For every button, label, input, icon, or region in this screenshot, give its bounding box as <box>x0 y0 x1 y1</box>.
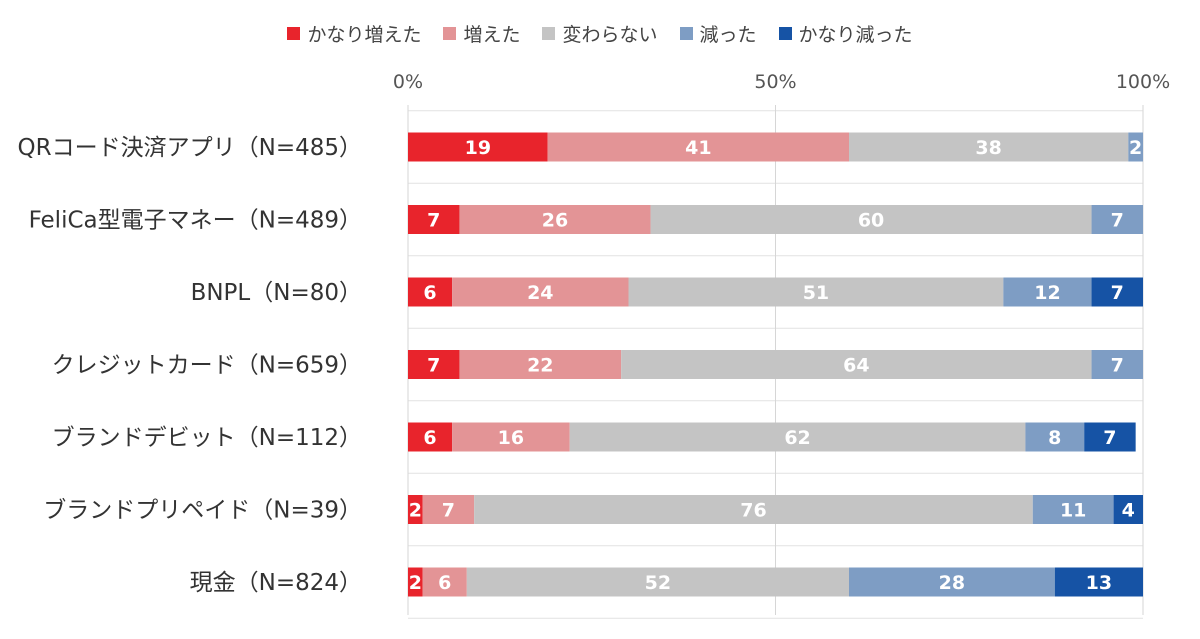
data-label: 4 <box>1122 500 1135 522</box>
bar-segment <box>849 132 1129 162</box>
data-label: 7 <box>427 355 440 377</box>
bar-segment <box>1032 495 1114 524</box>
data-label: 60 <box>858 210 884 232</box>
data-label: 2 <box>409 500 422 522</box>
bar-segment <box>1091 350 1143 379</box>
data-label: 7 <box>427 210 440 232</box>
bar-segment <box>459 350 622 379</box>
data-label: 13 <box>1086 572 1112 594</box>
bar-segment <box>547 132 849 162</box>
data-label: 7 <box>1111 282 1124 304</box>
legend-label: 減った <box>699 23 757 46</box>
bar-segment <box>466 567 849 597</box>
legend-swatch <box>287 26 301 40</box>
bar-segment <box>650 205 1092 234</box>
legend-item: 増えた <box>443 20 520 47</box>
bar-segment <box>408 350 460 379</box>
legend-swatch <box>679 26 693 40</box>
legend-label: 増えた <box>463 23 521 46</box>
data-label: 7 <box>442 500 455 522</box>
legend-item: 変わらない <box>542 20 658 47</box>
category-label: BNPL（N=80） <box>191 280 362 306</box>
data-label: 8 <box>1048 427 1061 449</box>
legend-item: かなり減った <box>778 20 913 47</box>
bar-segment <box>408 567 423 597</box>
bar-segment <box>408 132 548 162</box>
bar-segment <box>422 495 475 524</box>
data-label: 41 <box>685 137 711 159</box>
data-label: 12 <box>1034 282 1060 304</box>
legend-label: かなり増えた <box>307 23 422 46</box>
data-label: 6 <box>423 427 436 449</box>
bar-segment <box>1091 277 1143 307</box>
category-label: FeliCa型電子マネー（N=489） <box>29 208 362 234</box>
bar-segment <box>459 205 651 234</box>
legend-swatch <box>443 26 457 40</box>
data-label: 64 <box>843 355 869 377</box>
legend-item: かなり増えた <box>287 20 421 47</box>
x-tick-label: 0% <box>393 71 423 93</box>
data-label: 22 <box>527 355 553 377</box>
category-label: QRコード決済アプリ（N=485） <box>18 135 362 161</box>
category-label: ブランドプリペイド（N=39） <box>43 498 362 524</box>
data-label: 24 <box>527 282 553 304</box>
data-label: 62 <box>784 427 810 449</box>
bar-segment <box>408 277 453 307</box>
bar-segment <box>1091 205 1143 234</box>
legend-label: かなり減った <box>798 23 913 46</box>
legend-swatch <box>542 26 556 40</box>
data-label: 11 <box>1060 500 1086 522</box>
category-label: 現金（N=824） <box>190 570 362 596</box>
legend-label: 変わらない <box>562 23 658 46</box>
bar-segment <box>452 422 570 452</box>
data-label: 7 <box>1111 210 1124 232</box>
legend-item: 減った <box>679 20 757 47</box>
category-label: ブランドデビット（N=112） <box>52 425 362 451</box>
bar-segment <box>408 205 460 234</box>
bar-segment <box>1084 422 1136 452</box>
data-label: 6 <box>438 572 451 594</box>
data-label: 16 <box>498 427 524 449</box>
data-label: 51 <box>803 282 829 304</box>
data-label: 19 <box>465 137 491 159</box>
data-label: 2 <box>409 572 422 594</box>
data-label: 7 <box>1103 427 1116 449</box>
bar-segment <box>408 422 453 452</box>
bar-segment <box>1003 277 1092 307</box>
data-label: 76 <box>740 500 766 522</box>
bar-segment <box>452 277 629 307</box>
bar-segment <box>474 495 1033 524</box>
data-label: 26 <box>542 210 568 232</box>
bar-segment <box>1054 567 1143 597</box>
bar-segment <box>1128 132 1143 162</box>
bar-segment <box>849 567 1055 597</box>
bar-segment <box>1025 422 1085 452</box>
x-tick-label: 100% <box>1116 71 1170 93</box>
legend-swatch <box>778 26 792 40</box>
data-label: 2 <box>1129 137 1142 159</box>
data-label: 7 <box>1111 355 1124 377</box>
data-label: 28 <box>939 572 965 594</box>
bar-segment <box>569 422 1026 452</box>
data-label: 6 <box>423 282 436 304</box>
legend: かなり増えた 増えた 変わらない 減った かなり減った <box>0 18 1200 48</box>
data-label: 52 <box>645 572 671 594</box>
bar-segment <box>408 495 423 524</box>
bar-segment <box>422 567 467 597</box>
category-label: クレジットカード（N=659） <box>52 353 362 379</box>
data-label: 38 <box>975 137 1001 159</box>
bar-segment <box>621 350 1092 379</box>
bar-segment <box>1113 495 1143 524</box>
x-tick-label: 50% <box>754 71 796 93</box>
bar-segment <box>628 277 1004 307</box>
